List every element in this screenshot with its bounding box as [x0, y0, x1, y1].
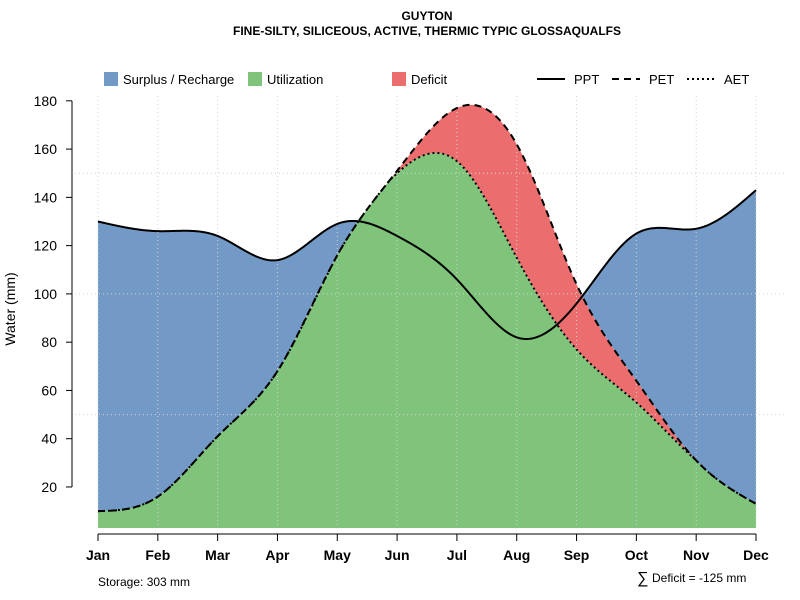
- legend-label-deficit: Deficit: [411, 72, 448, 87]
- x-tick-label-sep: Sep: [564, 547, 590, 563]
- x-tick-label-oct: Oct: [625, 547, 649, 563]
- x-axis: Jan Feb Mar Apr May Jun Jul Aug Sep Oct Nov Dec: [86, 533, 769, 563]
- y-axis-label: Water (mm): [2, 272, 18, 345]
- y-tick-label-60: 60: [41, 382, 57, 398]
- utilization-area: [98, 152, 756, 528]
- y-tick-label-120: 120: [34, 238, 58, 254]
- storage-note: Storage: 303 mm: [98, 575, 190, 589]
- y-tick-label-40: 40: [41, 431, 57, 447]
- legend-label-utilization: Utilization: [267, 72, 323, 87]
- legend-label-pet: PET: [649, 72, 674, 87]
- legend: Surplus / Recharge Utilization Deficit P…: [104, 72, 749, 87]
- legend-swatch-deficit: [392, 72, 406, 86]
- legend-label-surplus: Surplus / Recharge: [123, 72, 234, 87]
- x-tick-label-nov: Nov: [683, 547, 710, 563]
- grid-lines: [75, 96, 785, 528]
- y-tick-label-100: 100: [34, 286, 58, 302]
- y-tick-label-80: 80: [41, 334, 57, 350]
- x-tick-label-jul: Jul: [447, 547, 467, 563]
- y-tick-label-160: 160: [34, 141, 58, 157]
- y-tick-label-180: 180: [34, 93, 58, 109]
- y-axis: 20 40 60 80 100 120 140 160 180: [34, 93, 73, 495]
- y-tick-label-140: 140: [34, 189, 58, 205]
- series-lines: [97, 103, 757, 513]
- chart-title: GUYTON: [401, 9, 452, 23]
- x-tick-label-mar: Mar: [205, 547, 230, 563]
- legend-swatch-surplus: [104, 72, 118, 86]
- sum-symbol: ∑: [637, 570, 648, 587]
- x-tick-label-jan: Jan: [86, 547, 110, 563]
- x-tick-label-apr: Apr: [265, 547, 290, 563]
- surplus-area: [98, 104, 756, 512]
- x-tick-label-dec: Dec: [743, 547, 769, 563]
- deficit-note: Deficit = -125 mm: [652, 571, 746, 585]
- series-line-pet: [97, 103, 757, 513]
- area-fills: [98, 104, 756, 528]
- series-line-ppt: [97, 189, 757, 340]
- x-tick-label-jun: Jun: [385, 547, 410, 563]
- legend-label-ppt: PPT: [574, 72, 599, 87]
- x-tick-label-aug: Aug: [503, 547, 530, 563]
- y-tick-label-20: 20: [41, 479, 57, 495]
- legend-label-aet: AET: [724, 72, 749, 87]
- x-tick-label-may: May: [324, 547, 351, 563]
- x-tick-label-feb: Feb: [145, 547, 170, 563]
- legend-swatch-utilization: [248, 72, 262, 86]
- chart-subtitle: FINE-SILTY, SILICEOUS, ACTIVE, THERMIC T…: [233, 24, 621, 38]
